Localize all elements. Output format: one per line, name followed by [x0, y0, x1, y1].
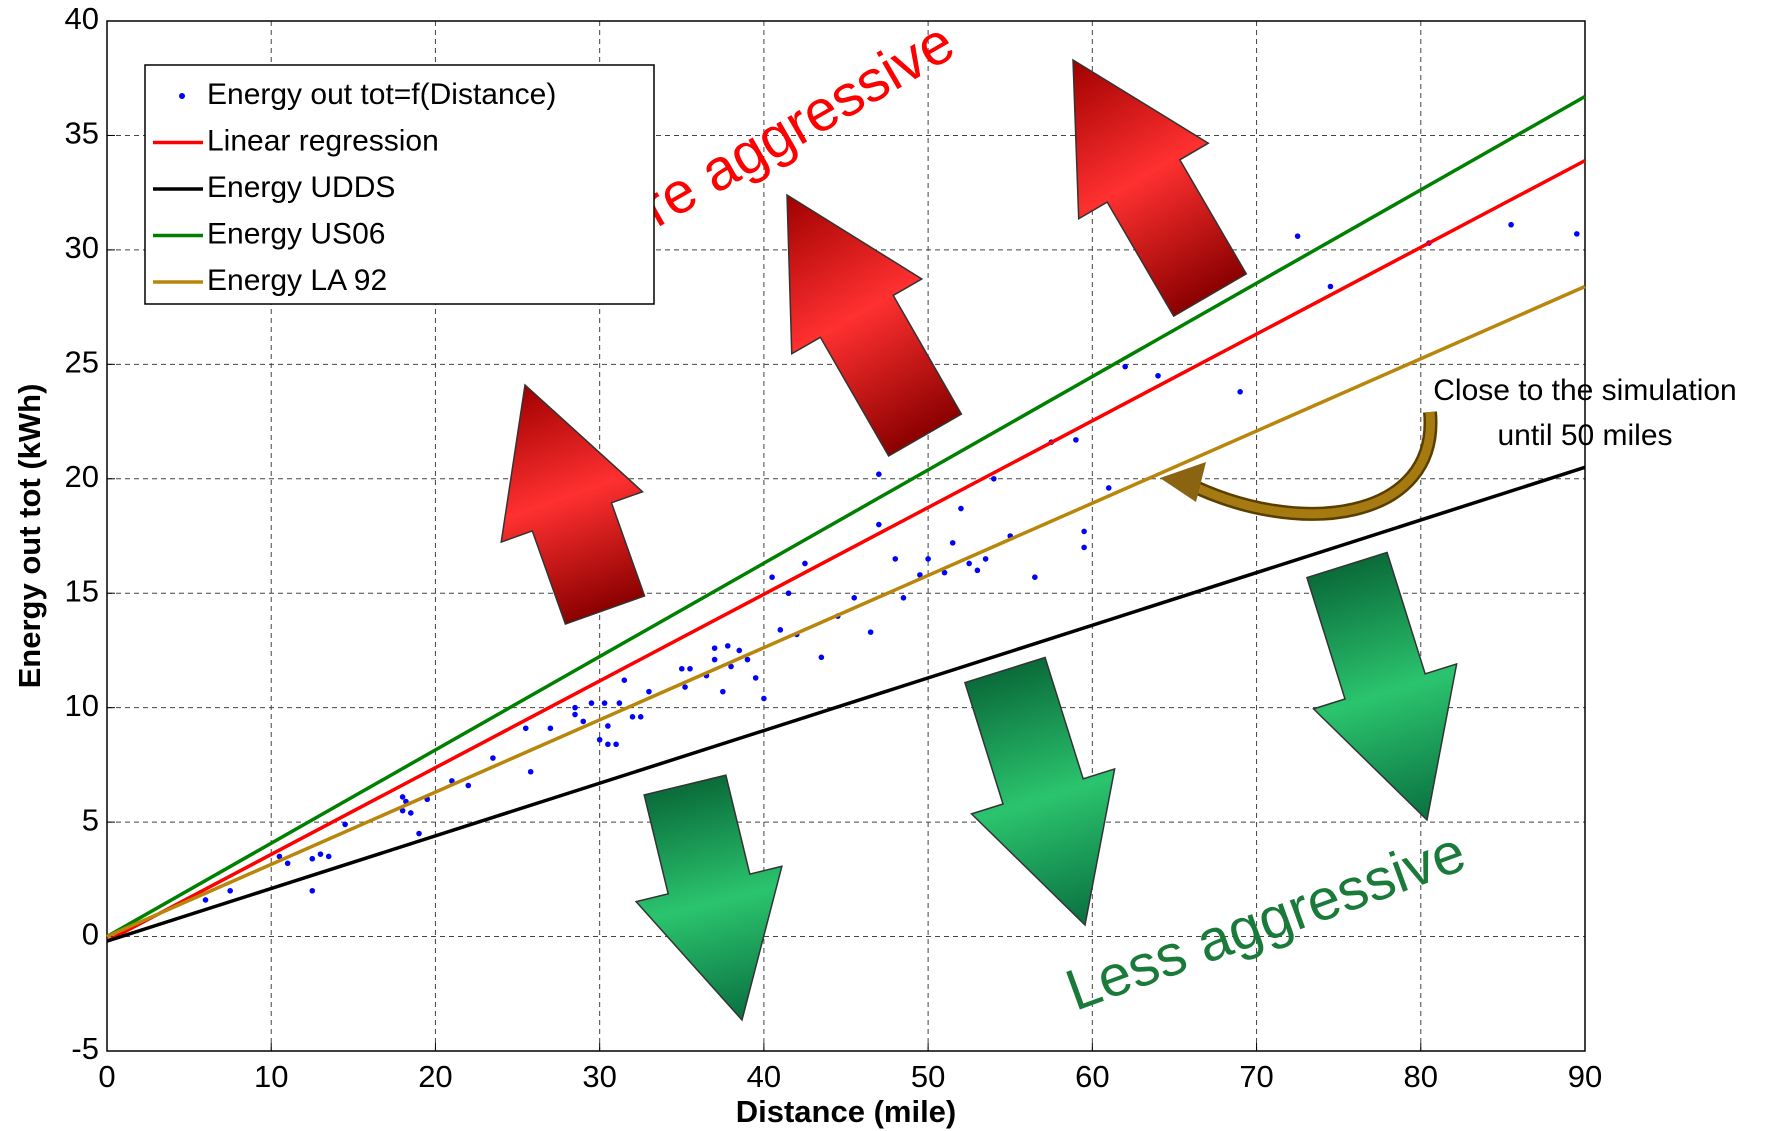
data-point [950, 540, 956, 546]
y-tick-label: 10 [65, 688, 99, 723]
data-point [416, 831, 422, 837]
chart: Energy out tot (kWh) Distance (mile) Mor… [0, 0, 1781, 1131]
data-point [1073, 437, 1079, 443]
data-point [687, 666, 693, 672]
data-point [682, 684, 688, 690]
y-tick-label: 25 [65, 345, 99, 380]
data-point [1032, 574, 1038, 580]
data-point [966, 561, 972, 567]
data-point [876, 471, 882, 477]
data-point [203, 897, 209, 903]
data-point [572, 705, 578, 711]
data-point [725, 643, 731, 649]
data-point [285, 861, 291, 867]
x-tick-label: 50 [911, 1059, 945, 1094]
legend-marker [179, 93, 185, 99]
data-point [309, 888, 315, 894]
data-point [1508, 222, 1514, 228]
data-point [309, 856, 315, 862]
data-point [342, 822, 348, 828]
data-point [605, 741, 611, 747]
x-tick-label: 70 [1239, 1059, 1273, 1094]
data-point [465, 783, 471, 789]
data-point [736, 648, 742, 654]
data-point [1106, 485, 1112, 491]
x-tick-label: 60 [1075, 1059, 1109, 1094]
data-point [617, 700, 623, 706]
data-point [580, 719, 586, 725]
data-point [1081, 545, 1087, 551]
data-point [646, 689, 652, 695]
y-tick-label: 0 [82, 917, 99, 952]
legend-label: Energy LA 92 [207, 264, 387, 297]
data-point [1574, 231, 1580, 237]
data-point [490, 755, 496, 761]
data-point [753, 675, 759, 681]
y-tick-label: 30 [65, 230, 99, 265]
data-point [589, 700, 595, 706]
data-point [786, 590, 792, 596]
data-point [523, 725, 529, 731]
data-point [712, 645, 718, 651]
x-tick-label: 20 [418, 1059, 452, 1094]
data-point [851, 595, 857, 601]
legend-label: Linear regression [207, 124, 439, 157]
legend-label: Energy US06 [207, 217, 385, 250]
data-point [1237, 389, 1243, 395]
data-point [622, 677, 628, 683]
data-point [901, 595, 907, 601]
data-point [630, 714, 636, 720]
data-point [868, 629, 874, 635]
y-tick-label: 40 [65, 1, 99, 36]
data-point [778, 627, 784, 633]
y-tick-label: 5 [82, 802, 99, 837]
data-point [1328, 284, 1334, 290]
data-point [318, 851, 324, 857]
legend-label: Energy out tot=f(Distance) [207, 78, 556, 111]
y-tick-label: 20 [65, 459, 99, 494]
x-tick-label: 0 [98, 1059, 115, 1094]
data-point [892, 556, 898, 562]
data-point [605, 723, 611, 729]
data-point [712, 657, 718, 663]
legend-label: Energy UDDS [207, 171, 395, 204]
data-point [720, 689, 726, 695]
data-point [326, 854, 332, 860]
data-point [1122, 364, 1128, 370]
data-point [638, 714, 644, 720]
data-point [400, 794, 406, 800]
data-point [925, 556, 931, 562]
data-point [613, 741, 619, 747]
data-point [548, 725, 554, 731]
data-point [227, 888, 233, 894]
data-point [528, 769, 534, 775]
data-point [679, 666, 685, 672]
data-point [1295, 233, 1301, 239]
y-tick-label: -5 [71, 1031, 99, 1066]
x-tick-label: 90 [1568, 1059, 1602, 1094]
data-point [408, 810, 414, 816]
y-axis-label: Energy out tot (kWh) [12, 384, 47, 689]
data-point [602, 700, 608, 706]
x-tick-label: 40 [747, 1059, 781, 1094]
data-point [975, 568, 981, 574]
x-tick-label: 10 [254, 1059, 288, 1094]
data-point [958, 506, 964, 512]
data-point [572, 712, 578, 718]
data-point [876, 522, 882, 528]
data-point [1081, 529, 1087, 535]
y-tick-label: 35 [65, 116, 99, 151]
data-point [819, 655, 825, 661]
data-point [1155, 373, 1161, 379]
y-tick-label: 15 [65, 573, 99, 608]
data-point [983, 556, 989, 562]
data-point [991, 476, 997, 482]
data-point [802, 561, 808, 567]
x-tick-label: 80 [1404, 1059, 1438, 1094]
x-tick-label: 30 [582, 1059, 616, 1094]
data-point [761, 696, 767, 702]
x-axis-label: Distance (mile) [736, 1094, 957, 1129]
data-point [769, 574, 775, 580]
data-point [597, 737, 603, 743]
